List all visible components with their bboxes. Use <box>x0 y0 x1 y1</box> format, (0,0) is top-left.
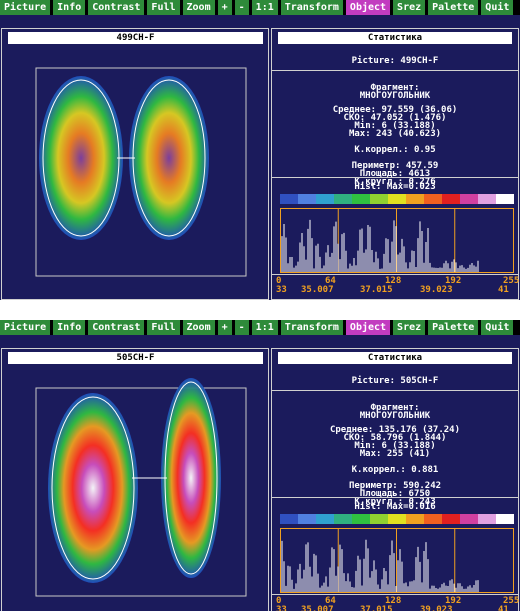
menu-button[interactable]: Picture <box>0 320 50 335</box>
palette-swatch <box>316 194 334 204</box>
picture-line: Picture: 499CH-F <box>272 57 518 65</box>
histogram <box>280 194 514 274</box>
foot-heatmap <box>161 378 221 578</box>
palette-swatch <box>370 194 388 204</box>
palette-swatch <box>406 194 424 204</box>
menu-button[interactable]: Quit <box>481 0 513 15</box>
hist-bars <box>282 540 478 592</box>
separator <box>272 70 518 71</box>
menu-button[interactable]: - <box>235 320 249 335</box>
palette-swatch <box>460 514 478 524</box>
palette-swatch <box>442 194 460 204</box>
stat-line: К.коррел.: 0.881 <box>272 466 518 474</box>
picture-line: Picture: 505CH-F <box>272 377 518 385</box>
menu-button[interactable]: Full <box>147 320 179 335</box>
foot-heatmap <box>129 76 209 240</box>
menu-button[interactable]: Zoom <box>183 320 215 335</box>
menu-button[interactable]: Palette <box>428 0 478 15</box>
menu-button[interactable]: Srez <box>393 0 425 15</box>
app: PictureInfoContrastFullZoom+-1:1Transfor… <box>0 0 520 611</box>
palette-swatch <box>352 194 370 204</box>
stats-title: Статистика <box>278 32 512 44</box>
pressure-image <box>1 368 269 611</box>
palette-swatch <box>388 194 406 204</box>
palette-swatch <box>478 514 496 524</box>
hist-value-label: 39.023 <box>420 606 453 611</box>
palette-swatch <box>478 194 496 204</box>
menu-button[interactable]: Palette <box>428 320 478 335</box>
palette-swatch <box>352 514 370 524</box>
menu-button[interactable]: Zoom <box>183 0 215 15</box>
foot-heatmap <box>48 393 138 583</box>
hist-bars <box>282 220 478 272</box>
separator <box>272 274 518 275</box>
hist-title: Hist: Max=0.016 <box>272 503 518 511</box>
stat-line: Max: 255 (41) <box>272 450 518 458</box>
fragment-value: МНОГОУГОЛЬНИК <box>272 92 518 100</box>
menu-bar: PictureInfoContrastFull Zoom+-1:1Transfor… <box>0 0 520 15</box>
palette-swatch <box>280 194 298 204</box>
palette-swatch <box>460 194 478 204</box>
palette-swatch <box>496 514 514 524</box>
pressure-image <box>1 48 269 298</box>
image-title: 505CH-F <box>8 352 263 364</box>
menu-button[interactable]: Info <box>53 0 85 15</box>
hist-value-label: 41 <box>498 286 509 295</box>
palette-swatch <box>442 514 460 524</box>
menu-button[interactable]: + <box>218 320 232 335</box>
hist-value-label: 35.007 <box>301 286 334 295</box>
palette-swatch <box>334 514 352 524</box>
stat-line: К.коррел.: 0.95 <box>272 146 518 154</box>
histogram <box>280 514 514 594</box>
stat-line: Max: 243 (40.623) <box>272 130 518 138</box>
stats-title: Статистика <box>278 352 512 364</box>
hist-title: Hist: Max=0.023 <box>272 183 518 191</box>
menu-button[interactable]: Contrast <box>88 320 144 335</box>
hist-value-label: 41 <box>498 606 509 611</box>
palette-swatch <box>424 194 442 204</box>
fragment-value: МНОГОУГОЛЬНИК <box>272 412 518 420</box>
separator <box>272 390 518 391</box>
menu-button[interactable]: 1:1 <box>252 320 278 335</box>
menu-button[interactable]: Srez <box>393 320 425 335</box>
separator <box>272 594 518 595</box>
separator <box>272 177 518 178</box>
palette-swatch <box>280 514 298 524</box>
menu-button[interactable]: 1:1 <box>252 0 278 15</box>
palette-swatch <box>334 194 352 204</box>
menu-button[interactable]: Transform <box>281 0 343 15</box>
image-title: 499CH-F <box>8 32 263 44</box>
hist-value-label: 39.023 <box>420 286 453 295</box>
menu-button[interactable]: Transform <box>281 320 343 335</box>
hist-value-label: 33 <box>276 286 287 295</box>
menu-button[interactable]: Full <box>147 0 179 15</box>
palette-swatch <box>370 514 388 524</box>
menu-button[interactable]: Object <box>346 0 390 15</box>
palette-swatch <box>298 194 316 204</box>
palette-swatch <box>406 514 424 524</box>
foot-heatmap <box>39 76 123 240</box>
palette-swatch <box>316 514 334 524</box>
palette-swatch <box>298 514 316 524</box>
hist-value-label: 33 <box>276 606 287 611</box>
palette-swatch <box>388 514 406 524</box>
menu-button[interactable]: Picture <box>0 0 50 15</box>
separator <box>272 497 518 498</box>
palette-swatch <box>424 514 442 524</box>
menu-button[interactable]: Info <box>53 320 85 335</box>
hist-value-label: 35.007 <box>301 606 334 611</box>
menu-button[interactable]: Quit <box>481 320 513 335</box>
hist-value-label: 37.015 <box>360 286 393 295</box>
hist-value-label: 37.015 <box>360 606 393 611</box>
menu-button[interactable]: + <box>218 0 232 15</box>
menu-button[interactable]: Object <box>346 320 390 335</box>
palette-swatch <box>496 194 514 204</box>
menu-button[interactable]: - <box>235 0 249 15</box>
menu-button[interactable]: Contrast <box>88 0 144 15</box>
